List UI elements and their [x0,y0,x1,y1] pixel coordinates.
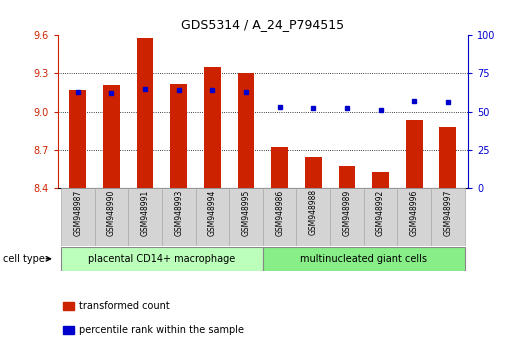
Bar [170,84,187,188]
Bar [372,172,389,188]
Text: cell type: cell type [3,254,44,264]
Bar [237,73,254,188]
Text: GSM948991: GSM948991 [141,189,150,236]
Text: placental CD14+ macrophage: placental CD14+ macrophage [88,254,235,264]
Bar [95,188,128,246]
Bar [364,188,397,246]
Bar [397,188,431,246]
Bar [305,157,322,188]
Bar [103,85,120,188]
Text: GSM948986: GSM948986 [275,189,284,236]
Bar [137,38,153,188]
Text: transformed count: transformed count [79,301,170,311]
Text: GSM948987: GSM948987 [73,189,82,236]
Bar [439,127,456,188]
Text: GSM948995: GSM948995 [242,189,251,236]
Bar [263,247,465,271]
Text: multinucleated giant cells: multinucleated giant cells [300,254,427,264]
Bar [271,147,288,188]
Title: GDS5314 / A_24_P794515: GDS5314 / A_24_P794515 [181,18,344,32]
Bar [263,188,297,246]
Bar [204,67,221,188]
Bar [128,188,162,246]
Text: GSM948996: GSM948996 [410,189,419,236]
Bar [162,188,196,246]
Text: GSM948992: GSM948992 [376,189,385,236]
Bar [330,188,364,246]
Bar [70,90,86,188]
Bar [196,188,229,246]
Bar [61,188,95,246]
Text: percentile rank within the sample: percentile rank within the sample [79,325,244,335]
Text: GSM948993: GSM948993 [174,189,183,236]
Bar [61,247,263,271]
Text: GSM948990: GSM948990 [107,189,116,236]
Text: GSM948988: GSM948988 [309,189,318,235]
Text: GSM948997: GSM948997 [444,189,452,236]
Bar [297,188,330,246]
Text: GSM948994: GSM948994 [208,189,217,236]
Bar [406,120,423,188]
Bar [63,326,74,334]
Bar [63,302,74,310]
Bar [338,166,355,188]
Bar [431,188,465,246]
Bar [229,188,263,246]
Text: GSM948989: GSM948989 [343,189,351,236]
